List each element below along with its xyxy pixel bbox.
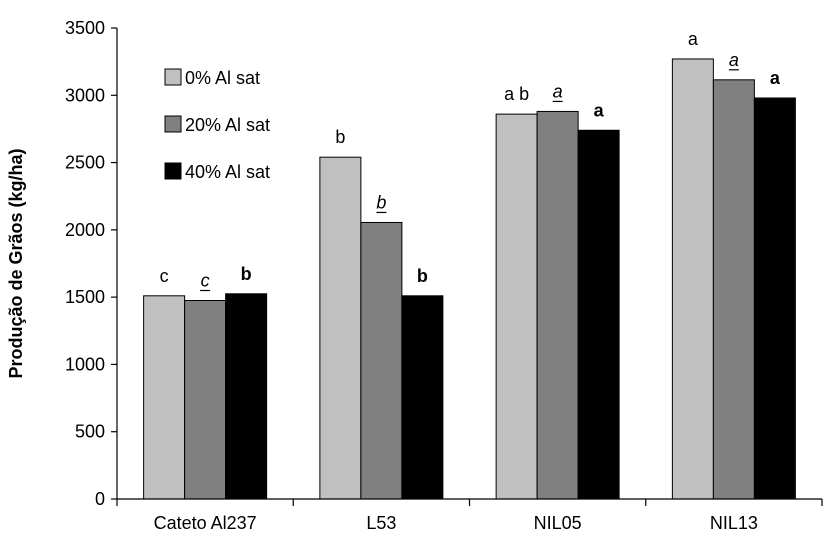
bar-significance-label: a	[553, 81, 563, 101]
bar	[496, 114, 537, 499]
bar-significance-label: a	[770, 68, 781, 88]
legend-swatch	[165, 116, 181, 132]
x-tick-label: L53	[366, 513, 396, 533]
bar-significance-label: a b	[504, 84, 529, 104]
legend-label: 0% Al sat	[185, 68, 260, 88]
bar	[144, 296, 185, 499]
y-tick-label: 3000	[65, 85, 105, 105]
y-axis-title: Produção de Grãos (kg/ha)	[6, 148, 26, 378]
legend-label: 20% Al sat	[185, 115, 270, 135]
bar-significance-label: a	[594, 100, 605, 120]
x-tick-label: Cateto Al237	[154, 513, 257, 533]
legend: 0% Al sat 20% Al sat 40% Al sat	[165, 68, 270, 182]
y-tick-label: 1500	[65, 287, 105, 307]
bar	[578, 130, 619, 499]
bar	[672, 59, 713, 499]
bar-significance-label: c	[201, 271, 210, 291]
y-tick-label: 1000	[65, 354, 105, 374]
bar	[226, 294, 267, 499]
legend-swatch	[165, 163, 181, 179]
bar-significance-label: a	[688, 29, 699, 49]
legend-swatch	[165, 69, 181, 85]
bar	[361, 222, 402, 499]
bar-significance-label: a	[729, 50, 739, 70]
bar-significance-label: b	[417, 266, 428, 286]
y-tick-label: 3500	[65, 18, 105, 38]
bar	[713, 80, 754, 499]
y-tick-label: 2000	[65, 220, 105, 240]
y-tick-label: 2500	[65, 153, 105, 173]
bar-significance-label: b	[241, 264, 252, 284]
x-tick-label: NIL05	[534, 513, 582, 533]
legend-label: 40% Al sat	[185, 162, 270, 182]
bar	[537, 111, 578, 499]
plot-area: c c b b b b a b a a a a a	[144, 29, 796, 499]
bar	[402, 296, 443, 499]
x-tick-label: NIL13	[710, 513, 758, 533]
bar	[320, 157, 361, 499]
bar	[185, 301, 226, 499]
bar-significance-label: c	[160, 266, 169, 286]
bar-significance-label: b	[376, 192, 386, 212]
bar-significance-label: b	[335, 127, 345, 147]
bar	[754, 98, 795, 499]
y-tick-label: 500	[75, 422, 105, 442]
y-tick-label: 0	[95, 489, 105, 509]
